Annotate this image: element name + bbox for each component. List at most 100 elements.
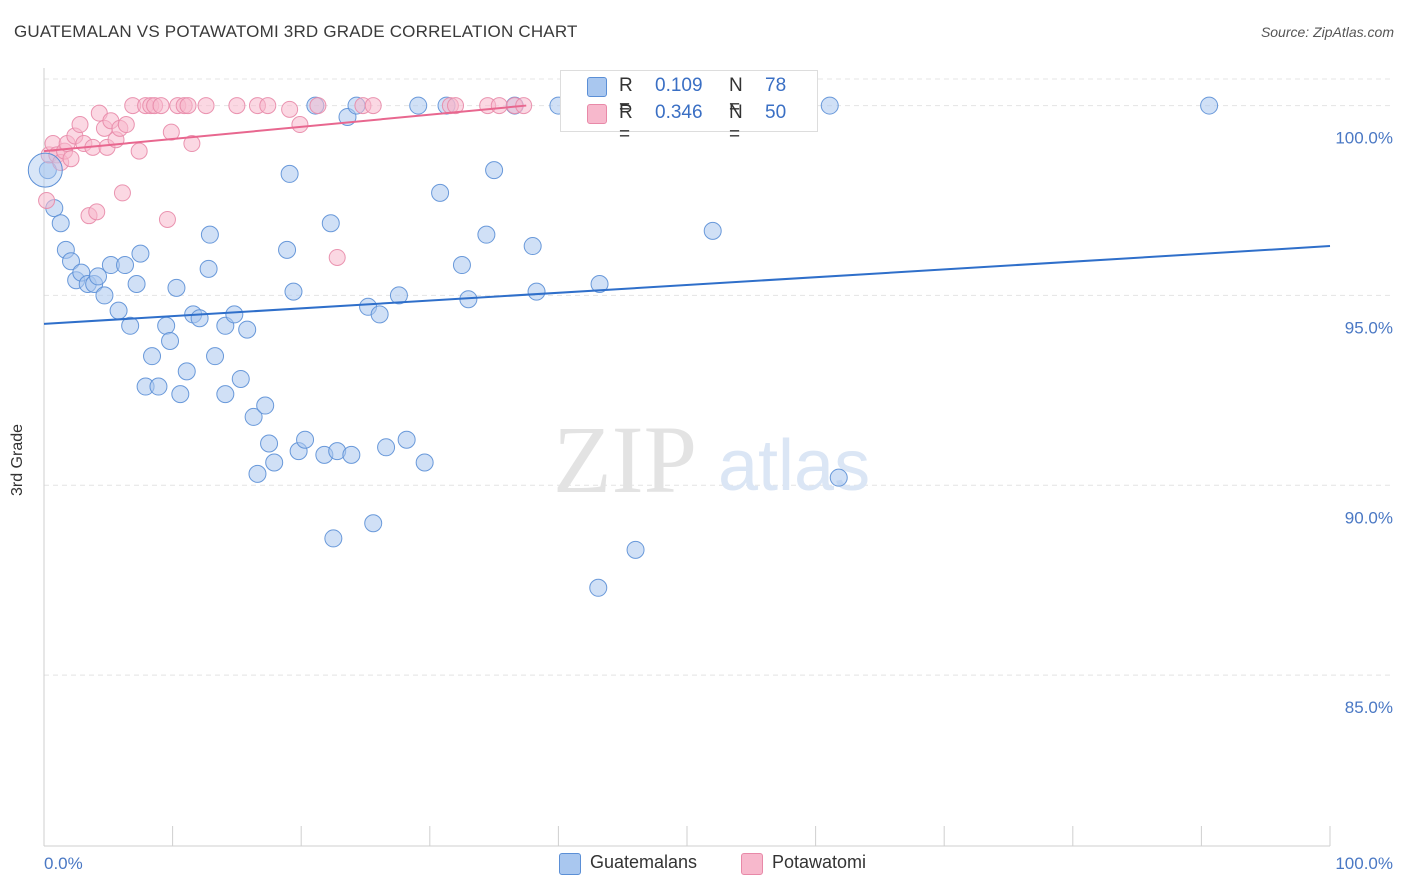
trend-lines	[43, 104, 1331, 325]
potawatomi-point	[117, 116, 135, 134]
guatemalans-point	[62, 252, 81, 271]
guatemalans-point	[590, 275, 609, 294]
guatemalans-point	[415, 453, 434, 472]
r-label: R =	[619, 75, 633, 118]
y-tick-label: 100.0%	[1335, 129, 1393, 148]
potawatomi-point	[38, 191, 56, 209]
guatemalans-point	[265, 453, 284, 472]
guatemalans-point	[389, 286, 408, 305]
guatemalans-point	[161, 331, 180, 350]
watermark-zip: ZIP	[553, 406, 697, 513]
guatemalans-point	[143, 347, 162, 366]
guatemalans-point	[206, 347, 225, 366]
guatemalans-point	[89, 267, 108, 286]
guatemalans-point	[477, 225, 496, 244]
guatemalans-swatch	[587, 77, 607, 97]
guatemalans-point	[27, 152, 63, 188]
legend-label: Potawatomi	[772, 852, 867, 872]
guatemalans-point	[589, 578, 608, 597]
guatemalans-point	[95, 286, 114, 305]
potawatomi-point	[152, 97, 170, 115]
guatemalans-point	[284, 282, 303, 301]
guatemalans-point	[244, 407, 263, 426]
watermark: ZIP atlas	[553, 406, 870, 513]
guatemalans-point	[278, 240, 297, 259]
potawatomi-point	[291, 116, 309, 134]
guatemalans-point	[409, 96, 428, 115]
n-label: N =	[729, 102, 743, 145]
guatemalans-point	[324, 529, 343, 548]
potawatomi-point	[197, 97, 215, 115]
guatemalans-trend-line	[43, 245, 1331, 325]
legend-swatch-guatemalans	[559, 853, 581, 875]
potawatomi-point	[88, 203, 106, 221]
x-tick-label-min: 0.0%	[44, 854, 83, 873]
legend: Guatemalans Potawatomi	[0, 852, 1406, 878]
guatemalans-point	[321, 214, 340, 233]
n-value: 50	[765, 102, 787, 123]
potawatomi-point	[447, 97, 465, 115]
potawatomi-swatch	[587, 104, 607, 124]
guatemalans-point	[177, 362, 196, 381]
potawatomi-point	[179, 97, 197, 115]
guatemalans-point	[200, 225, 219, 244]
guatemalans-point	[109, 301, 128, 320]
n-label: N =	[729, 75, 743, 118]
r-value: 0.346	[655, 102, 703, 123]
r-label: R =	[619, 102, 633, 145]
guatemalans-point	[116, 256, 135, 275]
guatemalans-point	[171, 385, 190, 404]
guatemalans-point	[248, 464, 267, 483]
guatemalans-point	[256, 396, 275, 415]
guatemalans-point	[829, 468, 848, 487]
potawatomi-point	[309, 97, 327, 115]
potawatomi-point	[259, 97, 277, 115]
tick-labels: 0.0% 100.0% 85.0% 90.0% 95.0% 100.0%	[44, 129, 1393, 873]
potawatomi-point	[281, 100, 299, 118]
guatemalans-point	[397, 430, 416, 449]
guatemalans-point	[167, 278, 186, 297]
guatemalans-point	[452, 256, 471, 275]
guatemalans-point	[216, 385, 235, 404]
n-value: 78	[765, 75, 787, 96]
guatemalans-point	[190, 309, 209, 328]
watermark-atlas: atlas	[718, 426, 870, 506]
potawatomi-point	[228, 97, 246, 115]
guatemalans-point	[296, 430, 315, 449]
guatemalans-point	[231, 369, 250, 388]
potawatomi-point	[113, 184, 131, 202]
source-credit: Source: ZipAtlas.com	[1260, 24, 1394, 40]
potawatomi-trend-line	[43, 104, 527, 153]
legend-swatch-potawatomi	[741, 853, 763, 875]
data-points	[27, 96, 1219, 597]
guatemalans-point	[485, 161, 504, 180]
guatemalans-point	[127, 275, 146, 294]
potawatomi-point	[130, 142, 148, 160]
x-tick-label-max: 100.0%	[1335, 854, 1393, 873]
potawatomi-point	[364, 97, 382, 115]
potawatomi-point	[328, 248, 346, 266]
guatemalans-point	[370, 305, 389, 324]
guatemalans-point	[131, 244, 150, 263]
guatemalans-point	[820, 96, 839, 115]
guatemalans-point	[199, 259, 218, 278]
guatemalans-point	[523, 237, 542, 256]
potawatomi-point	[158, 210, 176, 228]
guatemalans-point	[527, 282, 546, 301]
guatemalans-point	[364, 514, 383, 533]
potawatomi-point	[490, 97, 508, 115]
guatemalans-point	[149, 377, 168, 396]
guatemalans-point	[280, 164, 299, 183]
guatemalans-point	[238, 320, 257, 339]
guatemalans-point	[51, 214, 70, 233]
guatemalans-point	[121, 316, 140, 335]
guatemalans-point	[431, 183, 450, 202]
potawatomi-point	[162, 123, 180, 141]
r-value: 0.109	[655, 75, 703, 96]
guatemalans-point	[626, 540, 645, 559]
guatemalans-point	[1200, 96, 1219, 115]
potawatomi-point	[71, 116, 89, 134]
y-tick-label: 85.0%	[1345, 698, 1393, 717]
guatemalans-point	[260, 434, 279, 453]
guatemalans-point	[377, 438, 396, 457]
